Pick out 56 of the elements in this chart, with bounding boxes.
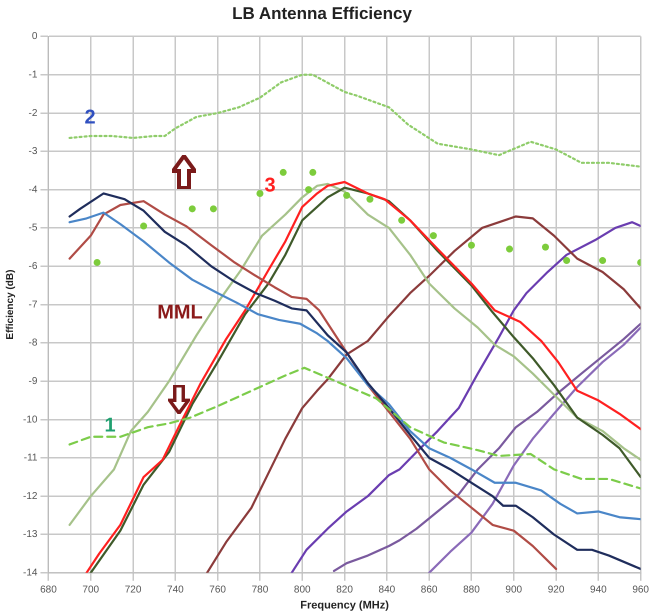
- point: [309, 168, 316, 176]
- annotation: MML: [157, 302, 203, 324]
- y-tick-label: -3: [28, 146, 38, 158]
- y-tick-label: -4: [28, 184, 38, 196]
- x-tick-label: 900: [505, 584, 523, 596]
- x-tick-label: 700: [82, 584, 100, 596]
- y-tick-label: -13: [23, 529, 38, 540]
- annotation: 3: [264, 174, 276, 197]
- point: [280, 168, 287, 176]
- point: [188, 205, 196, 212]
- x-tick-label: 680: [40, 584, 58, 596]
- y-tick-label: -9: [28, 376, 38, 387]
- point: [468, 242, 475, 249]
- y-tick-label: -11: [24, 452, 38, 464]
- annotation: 2: [84, 106, 96, 129]
- annotation: 1: [104, 414, 116, 437]
- x-tick-label: 740: [167, 584, 184, 596]
- x-tick-label: 720: [124, 584, 142, 596]
- point: [542, 244, 549, 251]
- point: [210, 205, 217, 212]
- y-tick-label: -1: [28, 69, 38, 80]
- y-tick-label: -12: [23, 490, 38, 502]
- point: [256, 190, 264, 197]
- x-tick-label: 940: [590, 584, 608, 596]
- point: [599, 257, 606, 264]
- point: [140, 222, 148, 230]
- y-tick-label: -2: [28, 108, 38, 119]
- chart-title: LB Antenna Efficiency: [232, 4, 412, 23]
- x-tick-label: 780: [252, 584, 269, 596]
- point: [94, 258, 101, 266]
- line-series: [68, 366, 641, 490]
- y-axis-title: Efficiency (dB): [4, 270, 16, 340]
- x-tick-label: 800: [294, 584, 312, 596]
- point: [563, 257, 570, 264]
- x-tick-label: 880: [463, 584, 480, 596]
- x-axis-title: Frequency (MHz): [300, 599, 390, 612]
- point: [343, 192, 350, 199]
- x-tick-label: 760: [209, 584, 226, 596]
- y-tick-label: -10: [23, 414, 38, 426]
- x-tick-label: 820: [336, 584, 354, 596]
- x-tick-label: 840: [378, 584, 396, 596]
- point: [366, 196, 374, 203]
- x-tick-label: 920: [548, 584, 565, 596]
- y-tick-label: -7: [28, 299, 38, 310]
- point: [398, 216, 406, 224]
- point: [305, 186, 312, 194]
- y-tick-label: -8: [28, 338, 38, 349]
- y-tick-label: -6: [28, 261, 38, 272]
- x-tick-label: 960: [632, 584, 650, 596]
- line-series: [68, 74, 641, 168]
- point: [506, 246, 514, 253]
- x-tick-label: 860: [420, 584, 438, 596]
- y-tick-label: -14: [23, 568, 38, 579]
- point: [430, 232, 437, 240]
- y-tick-label: 0: [32, 31, 38, 42]
- y-tick-label: -5: [28, 222, 38, 234]
